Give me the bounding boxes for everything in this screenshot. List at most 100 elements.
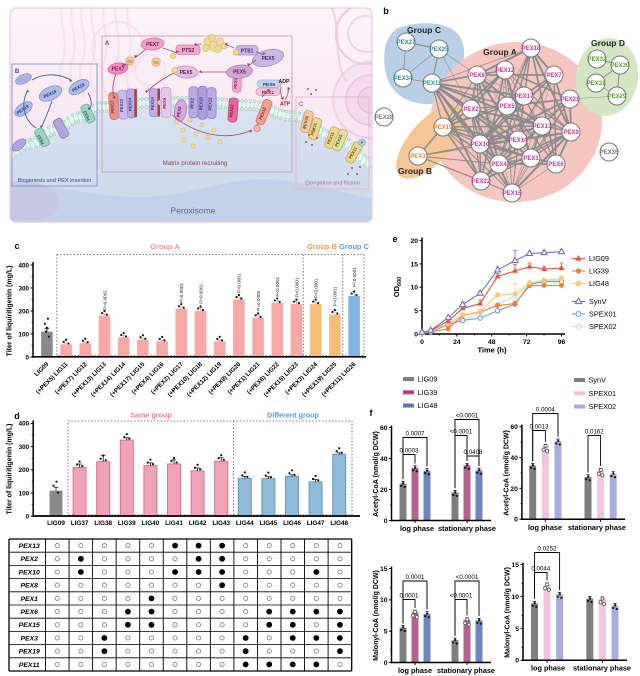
svg-text:40: 40 <box>380 456 388 463</box>
svg-text:log phase: log phase <box>531 664 565 673</box>
svg-text:PEX5: PEX5 <box>180 70 193 76</box>
svg-text:P<0.0001: P<0.0001 <box>333 286 338 306</box>
svg-text:0.0252: 0.0252 <box>538 545 557 552</box>
svg-text:PTS1: PTS1 <box>241 49 254 55</box>
svg-text:LIG09: LIG09 <box>589 254 609 263</box>
svg-text:PEX4: PEX4 <box>233 77 238 89</box>
svg-text:PEX11: PEX11 <box>423 81 442 87</box>
svg-text:stationary phase: stationary phase <box>437 666 495 675</box>
svg-text:PEX5: PEX5 <box>262 56 275 62</box>
svg-text:PEX11: PEX11 <box>309 122 318 136</box>
svg-text:Acetyl-CoA (nmol/g DCW): Acetyl-CoA (nmol/g DCW) <box>373 431 380 517</box>
svg-text:Group A: Group A <box>483 47 517 57</box>
svg-text:P=0.0009: P=0.0009 <box>256 290 261 310</box>
svg-text:400: 400 <box>18 262 29 269</box>
svg-text:0: 0 <box>515 658 519 665</box>
svg-text:Group A: Group A <box>150 242 180 251</box>
svg-text:PEX3: PEX3 <box>410 154 426 160</box>
svg-text:log phase: log phase <box>400 524 434 533</box>
svg-text:ATP: ATP <box>280 102 291 108</box>
svg-text:LIG09: LIG09 <box>33 361 51 379</box>
svg-text:PEX13: PEX13 <box>533 124 552 130</box>
svg-text:Titer of liquiritigenin (mg/L): Titer of liquiritigenin (mg/L) <box>7 424 14 515</box>
svg-text:PEX6: PEX6 <box>21 609 39 616</box>
svg-text:Group D: Group D <box>591 38 625 48</box>
svg-text:0: 0 <box>26 514 30 521</box>
svg-text:Group B: Group B <box>307 242 338 251</box>
svg-text:OD600: OD600 <box>392 277 403 297</box>
svg-text:d: d <box>14 411 20 421</box>
svg-text:PEX19: PEX19 <box>71 82 86 93</box>
svg-text:Co: Co <box>127 60 133 64</box>
svg-text:LIG39: LIG39 <box>589 267 609 276</box>
svg-text:20: 20 <box>380 487 388 494</box>
svg-text:PEX15: PEX15 <box>258 106 268 121</box>
svg-text:Elongation and fission: Elongation and fission <box>305 181 360 187</box>
svg-text:PEX29: PEX29 <box>608 94 627 100</box>
svg-text:SPEX02: SPEX02 <box>589 322 617 331</box>
svg-text:PEX9: PEX9 <box>563 130 579 136</box>
svg-text:PEX14: PEX14 <box>509 138 528 144</box>
svg-text:SPEX01: SPEX01 <box>589 389 617 398</box>
svg-text:Biogenesis and PEX insertion: Biogenesis and PEX insertion <box>18 178 92 184</box>
svg-text:PEX7: PEX7 <box>112 67 125 73</box>
svg-text:PEX17: PEX17 <box>515 94 534 100</box>
svg-text:0.0162: 0.0162 <box>585 428 604 435</box>
svg-text:LIG43: LIG43 <box>212 520 230 527</box>
svg-text:LIG39: LIG39 <box>418 388 438 397</box>
svg-text:PEX27: PEX27 <box>397 40 416 46</box>
svg-text:400: 400 <box>19 421 30 428</box>
svg-text:LIG48: LIG48 <box>418 401 438 410</box>
svg-text:5: 5 <box>414 308 418 315</box>
svg-text:P<0.0001: P<0.0001 <box>275 276 280 296</box>
svg-text:P<0.0001: P<0.0001 <box>179 283 184 303</box>
svg-text:PEX31: PEX31 <box>587 81 606 87</box>
svg-text:60: 60 <box>510 424 518 431</box>
svg-text:PEX1: PEX1 <box>21 596 39 603</box>
svg-text:SynV: SynV <box>589 297 607 306</box>
svg-text:PEX3: PEX3 <box>82 109 91 121</box>
svg-text:LIG48: LIG48 <box>330 520 348 527</box>
svg-text:0.0001: 0.0001 <box>400 592 419 599</box>
svg-text:PEX35: PEX35 <box>600 150 619 156</box>
svg-text:log phase: log phase <box>528 523 562 532</box>
svg-text:Co: Co <box>153 61 159 65</box>
svg-text:PEX12: PEX12 <box>496 68 515 74</box>
svg-text:PEX18: PEX18 <box>522 46 541 52</box>
svg-text:log phase: log phase <box>398 666 432 675</box>
svg-text:PEX10: PEX10 <box>19 569 40 576</box>
svg-text:0: 0 <box>514 517 518 524</box>
svg-text:PEX2: PEX2 <box>463 107 479 113</box>
svg-text:LIG47: LIG47 <box>307 520 325 527</box>
svg-text:PEX28: PEX28 <box>375 115 394 121</box>
svg-text:5: 5 <box>515 626 519 633</box>
svg-text:0: 0 <box>414 331 418 338</box>
svg-text:300: 300 <box>18 285 29 292</box>
svg-text:PEX1: PEX1 <box>523 156 539 162</box>
svg-text:SPEX01: SPEX01 <box>589 310 617 319</box>
svg-text:PEX1: PEX1 <box>262 90 275 96</box>
svg-text:Malonyl-CoA (nmol/g DCW): Malonyl-CoA (nmol/g DCW) <box>373 570 380 661</box>
svg-text:stationary phase: stationary phase <box>568 523 626 532</box>
svg-text:PEX15: PEX15 <box>503 191 522 197</box>
svg-text:stationary phase: stationary phase <box>438 524 496 533</box>
svg-text:PEX5: PEX5 <box>233 70 246 76</box>
svg-text:PEX10: PEX10 <box>198 97 203 111</box>
svg-text:Titer of liquiritigenin (mg/L): Titer of liquiritigenin (mg/L) <box>7 266 14 357</box>
svg-text:72: 72 <box>523 339 531 346</box>
svg-text:PEX32: PEX32 <box>588 57 607 63</box>
svg-text:15: 15 <box>511 562 519 569</box>
svg-text:10: 10 <box>511 594 519 601</box>
svg-text:P<0.0001: P<0.0001 <box>198 284 203 304</box>
svg-text:PEX13: PEX13 <box>119 98 125 112</box>
svg-text:PEX10: PEX10 <box>471 142 490 148</box>
svg-text:PEX13: PEX13 <box>19 543 40 550</box>
svg-text:24: 24 <box>453 339 461 346</box>
svg-text:0.0007: 0.0007 <box>406 430 425 437</box>
svg-text:PEX25: PEX25 <box>334 133 344 148</box>
svg-text:Malonyl-CoA (nmol/g DCW): Malonyl-CoA (nmol/g DCW) <box>505 567 512 658</box>
svg-text:f: f <box>370 408 374 418</box>
svg-text:100: 100 <box>18 331 29 338</box>
svg-text:PEX12: PEX12 <box>208 97 213 111</box>
svg-text:PEX19: PEX19 <box>43 89 58 100</box>
